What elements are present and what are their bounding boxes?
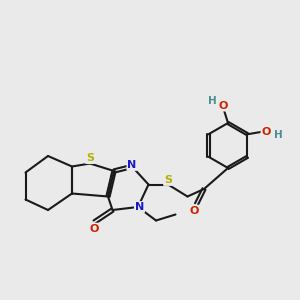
Text: O: O bbox=[261, 127, 271, 137]
Text: N: N bbox=[128, 160, 136, 170]
Text: H: H bbox=[274, 130, 283, 140]
Text: O: O bbox=[90, 224, 99, 234]
Text: S: S bbox=[86, 153, 94, 163]
Text: O: O bbox=[219, 100, 228, 111]
Text: N: N bbox=[135, 202, 144, 212]
Text: H: H bbox=[208, 96, 217, 106]
Text: S: S bbox=[164, 175, 172, 185]
Text: O: O bbox=[189, 206, 199, 216]
